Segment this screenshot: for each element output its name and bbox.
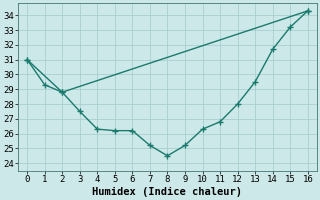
- X-axis label: Humidex (Indice chaleur): Humidex (Indice chaleur): [92, 186, 243, 197]
